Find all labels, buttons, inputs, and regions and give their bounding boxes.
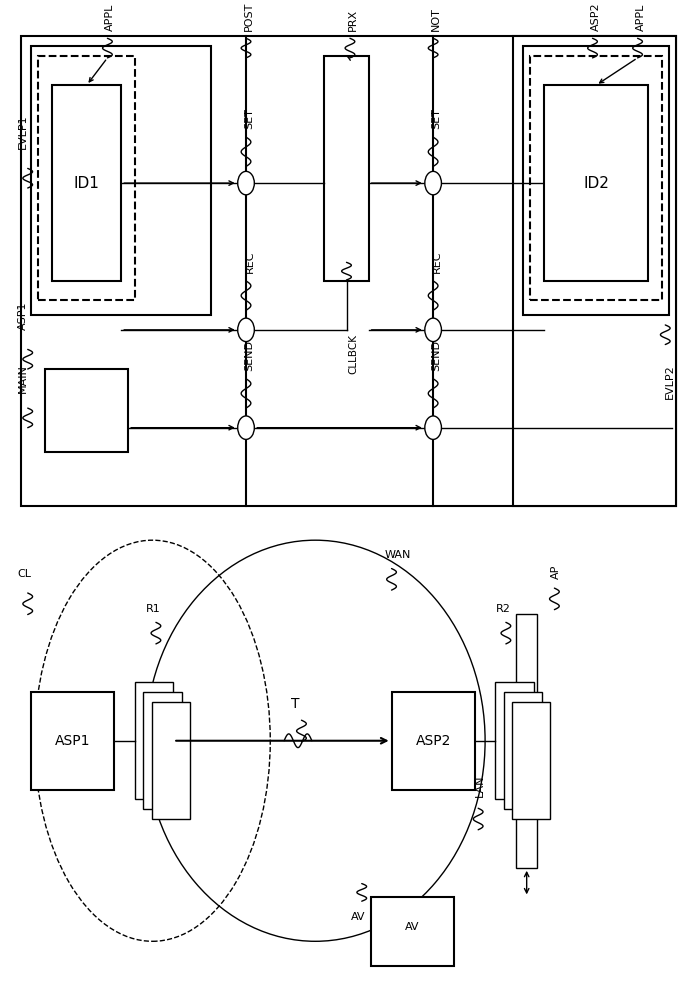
Bar <box>371 897 454 966</box>
Bar <box>523 46 669 315</box>
Text: SET: SET <box>432 108 441 129</box>
Text: ASP2: ASP2 <box>590 3 600 31</box>
Bar <box>152 702 190 819</box>
Text: R1: R1 <box>146 604 160 614</box>
Bar <box>516 614 537 868</box>
Bar <box>504 692 542 809</box>
Text: MAIN: MAIN <box>18 365 28 393</box>
Bar <box>544 85 648 281</box>
Circle shape <box>238 318 254 342</box>
Bar <box>392 692 475 790</box>
Text: R2: R2 <box>495 604 510 614</box>
Text: AP: AP <box>551 565 561 579</box>
Text: ID2: ID2 <box>583 176 609 191</box>
Bar <box>21 36 676 506</box>
Text: EVLP1: EVLP1 <box>18 114 28 149</box>
Text: ASP1: ASP1 <box>18 301 28 330</box>
Bar <box>45 369 128 452</box>
Circle shape <box>425 171 441 195</box>
Text: SET: SET <box>245 108 254 129</box>
Text: SEND: SEND <box>245 340 254 371</box>
Bar <box>38 56 135 300</box>
Text: APPL: APPL <box>635 4 645 31</box>
Text: NOT: NOT <box>431 8 441 31</box>
Bar <box>52 85 121 281</box>
Bar <box>512 702 550 819</box>
Bar <box>530 56 662 300</box>
Text: REC: REC <box>432 251 441 273</box>
Text: REC: REC <box>245 251 254 273</box>
Text: POST: POST <box>244 2 254 31</box>
Text: PRX: PRX <box>348 9 358 31</box>
Bar <box>143 692 182 809</box>
Bar <box>135 682 173 799</box>
Circle shape <box>238 416 254 439</box>
Text: WAN: WAN <box>385 550 411 560</box>
Bar <box>31 692 114 790</box>
Text: ID1: ID1 <box>73 176 100 191</box>
Text: ASP2: ASP2 <box>415 734 451 748</box>
Text: CLLBCK: CLLBCK <box>348 334 358 374</box>
Circle shape <box>425 318 441 342</box>
Bar <box>513 36 676 506</box>
Bar <box>31 46 211 315</box>
Text: AV: AV <box>351 912 366 922</box>
Bar <box>324 56 369 281</box>
Bar <box>495 682 534 799</box>
Text: CL: CL <box>17 569 31 579</box>
Circle shape <box>238 171 254 195</box>
Text: AV: AV <box>405 922 419 932</box>
Circle shape <box>425 416 441 439</box>
Text: EVLP2: EVLP2 <box>665 364 675 399</box>
Text: ASP1: ASP1 <box>55 734 91 748</box>
Text: SEND: SEND <box>432 340 441 371</box>
Text: T: T <box>291 697 299 711</box>
Text: APPL: APPL <box>105 4 115 31</box>
Text: LAN: LAN <box>475 774 484 797</box>
